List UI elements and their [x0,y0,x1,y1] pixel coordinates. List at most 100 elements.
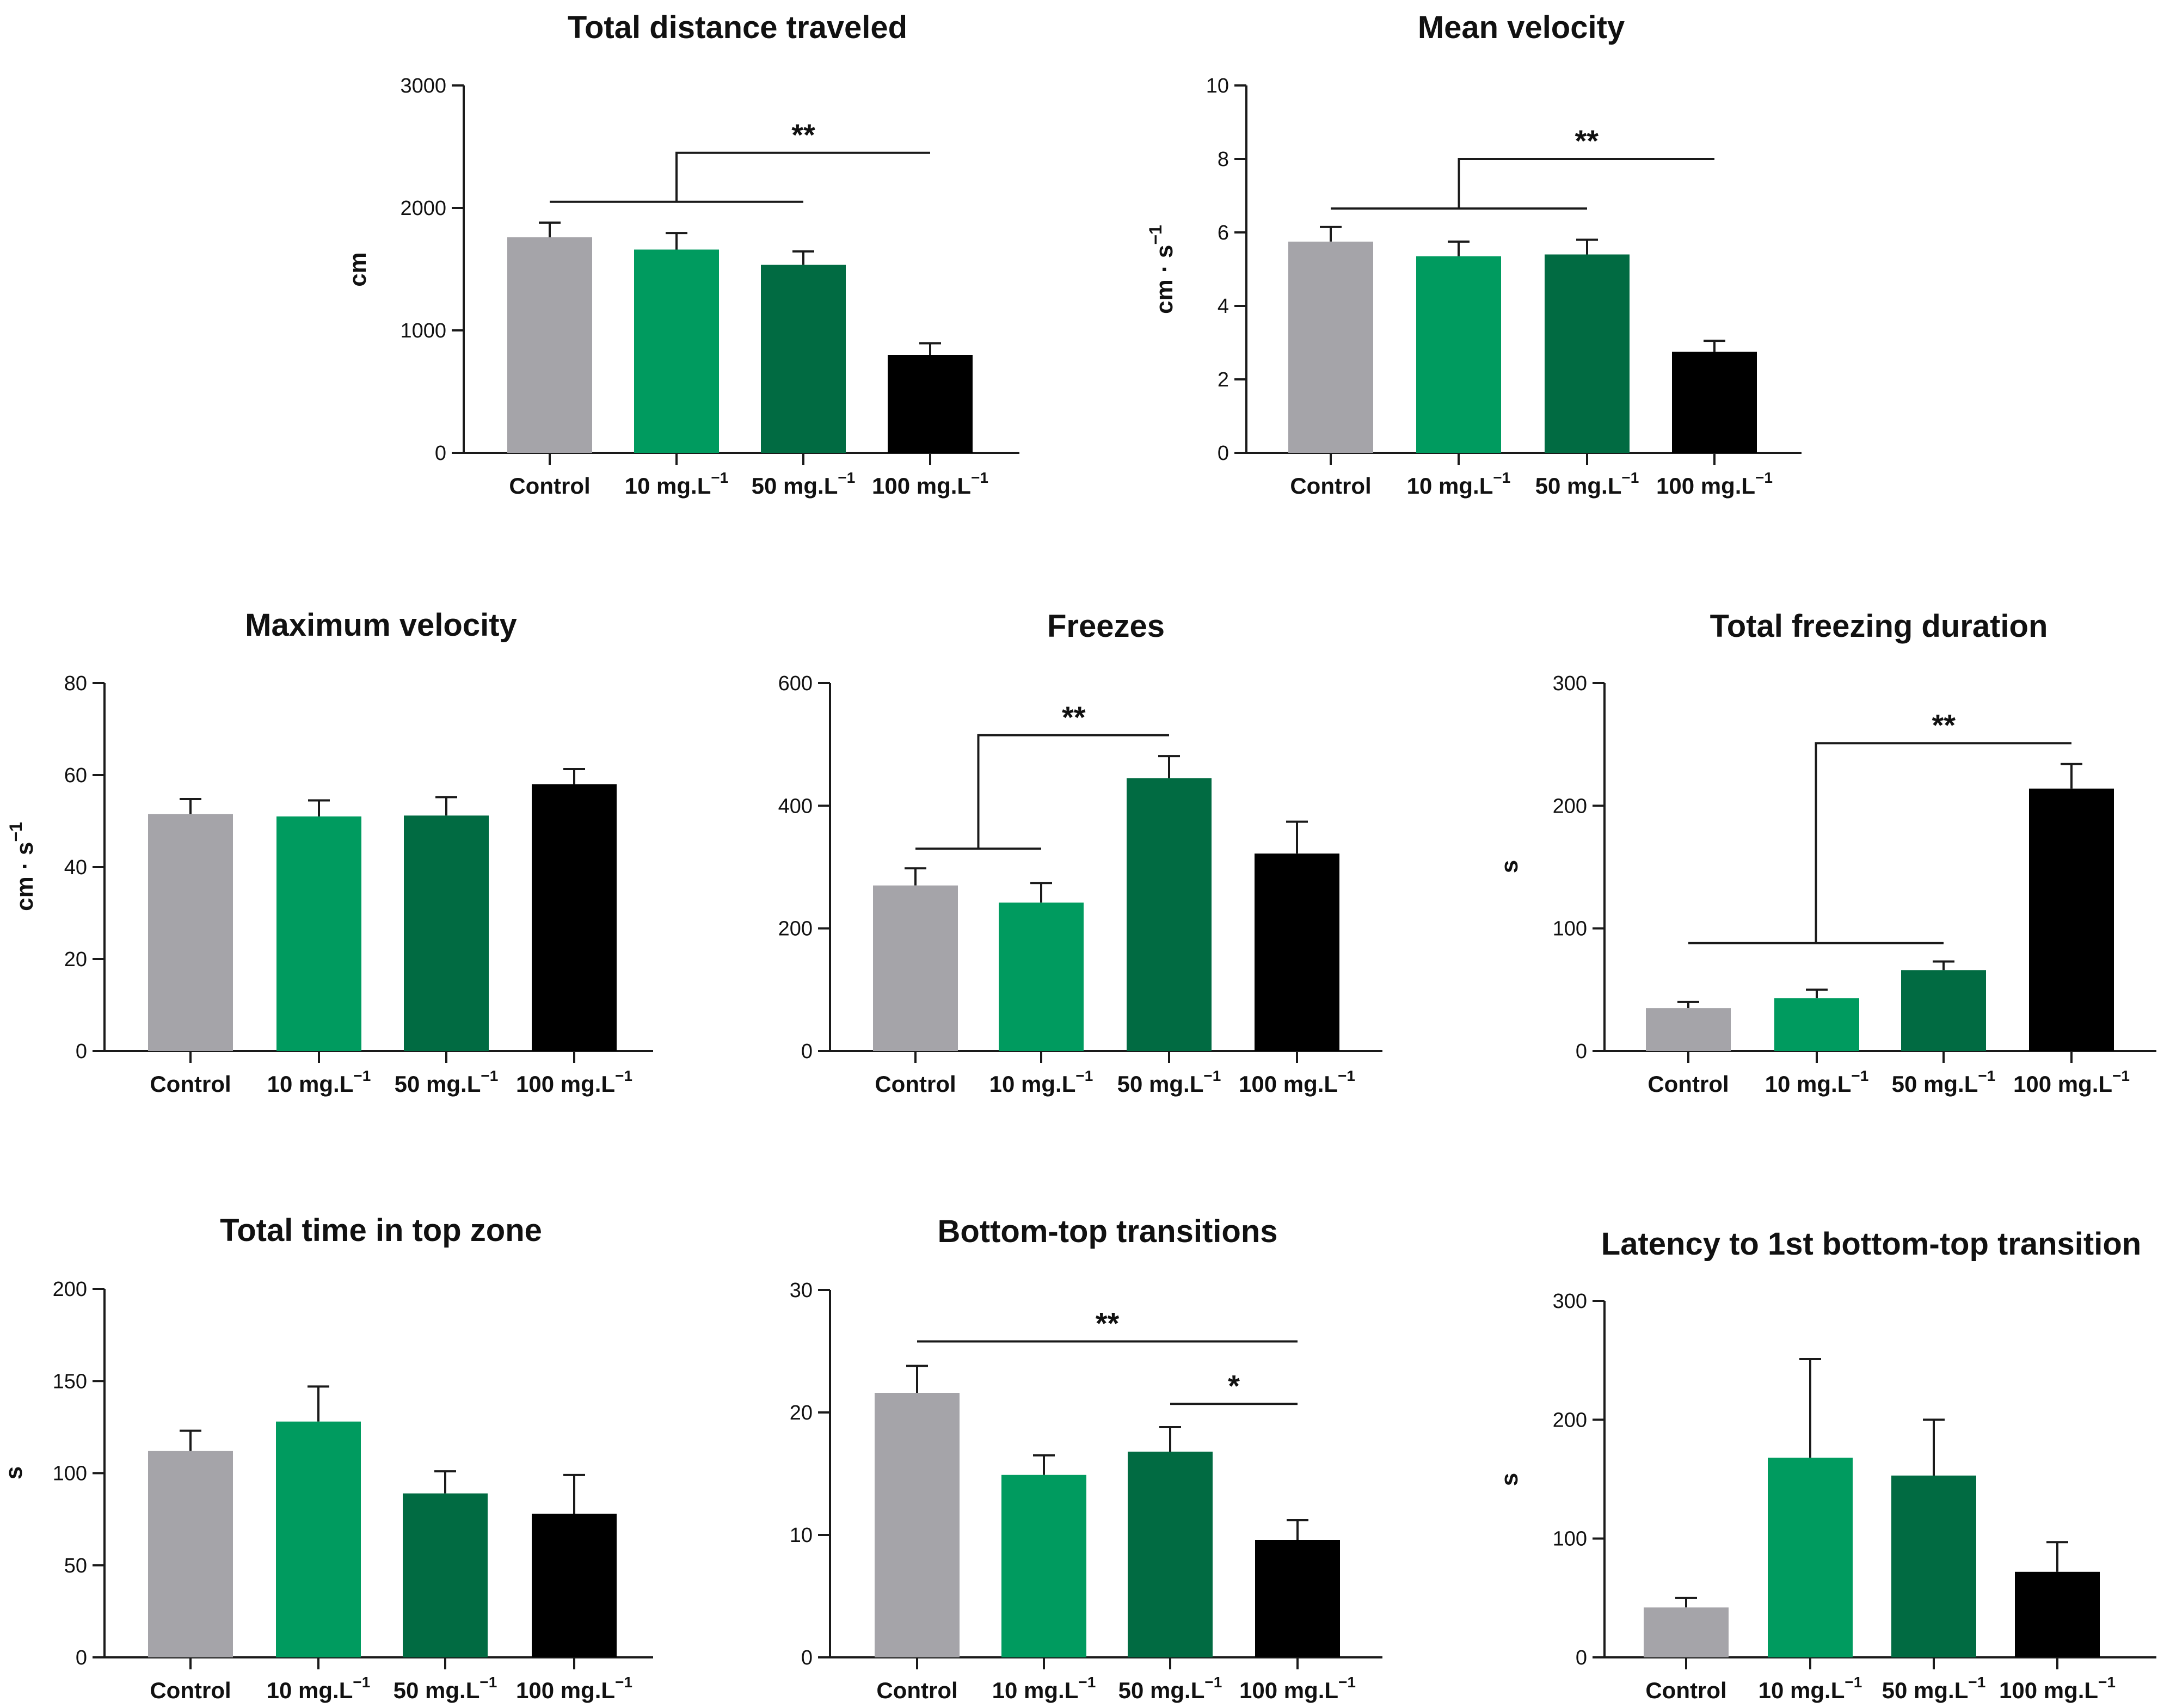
bar-control [1644,1607,1729,1657]
x-tick-label: 100 mg.L−1 [2013,1067,2130,1097]
y-tick-label: 300 [1553,1290,1587,1313]
y-tick-label: 200 [778,918,813,941]
bar-50-mg-l [761,265,846,453]
y-tick-label: 8 [1218,148,1229,171]
bar-50-mg-l [404,815,489,1051]
y-tick-label: 300 [1553,672,1587,695]
x-tick-label: 100 mg.L−1 [1239,1674,1356,1703]
x-tick-label: 50 mg.L−1 [395,1067,499,1097]
y-tick-label: 20 [64,948,87,971]
significance-bracket [1458,158,1714,209]
x-tick-label: 100 mg.L−1 [516,1067,632,1097]
bar-50-mg-l [1545,254,1630,453]
y-tick-label: 0 [76,1040,87,1063]
y-axis-label: cm · s−1 [6,822,38,911]
x-tick-label: Control [1290,473,1371,499]
bar-10-mg-l [276,1421,361,1657]
y-tick-label: 100 [1553,918,1587,941]
x-tick-label: 10 mg.L−1 [1765,1067,1869,1097]
bar-10-mg-l [276,816,361,1051]
bar-10-mg-l [1768,1458,1853,1657]
bar-10-mg-l [1774,998,1859,1051]
y-tick-label: 0 [801,1040,813,1063]
y-axis-label: s [1,1466,27,1479]
x-tick-label: Control [150,1071,231,1097]
bar-50-mg-l [1128,1452,1213,1657]
bar-control [148,814,233,1051]
chart-panel-7: Bottom-top transitions 0 10 20 30 Control 10 m… [790,1214,1382,1703]
bar-100-mg-l [1255,1540,1340,1657]
x-tick-label: 50 mg.L−1 [752,469,856,499]
y-tick-label: 20 [790,1402,813,1424]
chart-panel-4: Freezes 0 200 400 600 Control 10 mg.L−1 50 mg.L… [778,609,1382,1097]
bar-10-mg-l [1416,256,1501,453]
bar-50-mg-l [1901,970,1986,1051]
bar-control [507,237,592,453]
significance-label: ** [1062,700,1086,734]
chart-title: Total distance traveled [568,10,907,45]
y-tick-label: 2 [1218,368,1229,391]
x-tick-label: 100 mg.L−1 [1656,469,1773,499]
x-tick-label: 50 mg.L−1 [1892,1067,1996,1097]
y-tick-label: 200 [1553,795,1587,818]
bar-100-mg-l [1672,352,1757,453]
bar-100-mg-l [2029,788,2114,1051]
x-tick-label: 100 mg.L−1 [1999,1674,2116,1703]
significance-bracket [1815,742,2071,943]
y-tick-label: 150 [53,1370,87,1393]
x-tick-label: 10 mg.L−1 [992,1674,1096,1703]
chart-title: Freezes [1047,609,1165,644]
y-tick-label: 2000 [400,197,446,220]
y-axis-label: cm · s−1 [1146,225,1178,314]
x-tick-label: 100 mg.L−1 [872,469,988,499]
y-tick-label: 200 [53,1278,87,1301]
bar-100-mg-l [532,1513,617,1657]
chart-panel-6: Total time in top zone 0 50 100 150 200 s Contr… [1,1213,653,1703]
x-tick-label: 100 mg.L−1 [1239,1067,1355,1097]
x-tick-label: 10 mg.L−1 [625,469,729,499]
x-tick-label: Control [150,1678,231,1703]
bar-50-mg-l [1891,1475,1976,1657]
y-tick-label: 50 [64,1555,87,1577]
bar-10-mg-l [634,249,719,453]
chart-title: Mean velocity [1418,10,1625,45]
chart-title: Latency to 1st bottom-top transition [1601,1226,2141,1262]
y-tick-label: 0 [1576,1040,1587,1063]
bar-50-mg-l [1127,778,1212,1051]
y-tick-label: 600 [778,672,813,695]
y-axis-label: cm [345,252,371,287]
significance-label: ** [1575,124,1599,158]
y-tick-label: 40 [64,856,87,879]
x-tick-label: Control [1647,1071,1729,1097]
significance-label: * [1228,1368,1240,1403]
x-tick-label: Control [509,473,590,499]
significance-bracket [977,734,1169,849]
x-tick-label: 50 mg.L−1 [1118,1674,1222,1703]
x-tick-label: 10 mg.L−1 [1407,469,1511,499]
significance-label: ** [1096,1306,1120,1341]
chart-panel-2: Mean velocity 0 2 4 6 8 10 cm · s−1 Control 10 mg… [1146,10,1802,499]
y-tick-label: 80 [64,672,87,695]
bar-100-mg-l [532,784,617,1051]
y-tick-label: 10 [1206,75,1229,97]
x-tick-label: 10 mg.L−1 [267,1674,371,1703]
bar-control [1288,241,1373,453]
y-tick-label: 400 [778,795,813,818]
chart-title: Total time in top zone [220,1213,542,1248]
y-tick-label: 0 [1576,1646,1587,1669]
chart-panel-8: Latency to 1st bottom-top transition 0 100… [1496,1226,2156,1703]
y-tick-label: 0 [801,1646,813,1669]
chart-panel-3: Maximum velocity 0 20 40 60 80 cm · s−1 Control… [6,607,653,1097]
x-tick-label: 50 mg.L−1 [1117,1067,1221,1097]
chart-title: Total freezing duration [1710,609,2048,644]
y-tick-label: 4 [1218,295,1229,318]
bar-10-mg-l [999,902,1084,1051]
y-tick-label: 3000 [400,75,446,97]
bar-100-mg-l [2015,1571,2100,1657]
x-tick-label: 10 mg.L−1 [267,1067,371,1097]
chart-title: Bottom-top transitions [937,1214,1277,1249]
bar-control [148,1451,233,1657]
y-tick-label: 30 [790,1279,813,1302]
y-axis-label: s [1496,860,1523,873]
chart-title: Maximum velocity [245,607,517,643]
